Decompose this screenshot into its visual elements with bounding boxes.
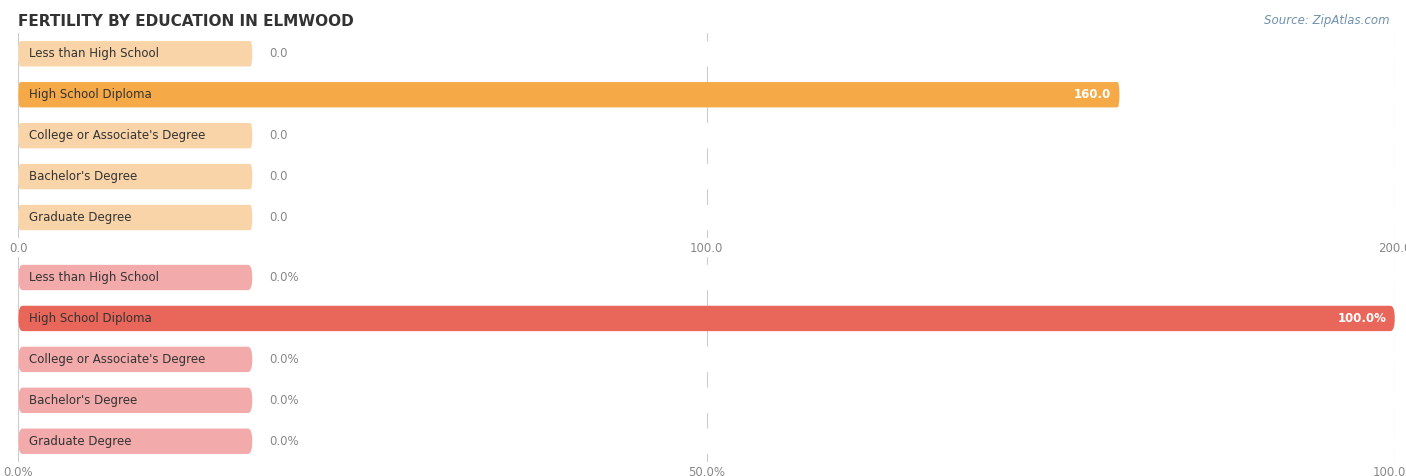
Text: High School Diploma: High School Diploma xyxy=(30,88,152,101)
Text: 0.0: 0.0 xyxy=(269,211,287,224)
FancyBboxPatch shape xyxy=(18,428,1395,454)
Text: 0.0%: 0.0% xyxy=(269,353,298,366)
FancyBboxPatch shape xyxy=(18,421,1395,462)
FancyBboxPatch shape xyxy=(18,197,1395,238)
Text: FERTILITY BY EDUCATION IN ELMWOOD: FERTILITY BY EDUCATION IN ELMWOOD xyxy=(18,14,354,30)
FancyBboxPatch shape xyxy=(18,164,252,189)
FancyBboxPatch shape xyxy=(18,257,1395,298)
Text: 0.0%: 0.0% xyxy=(269,394,298,407)
FancyBboxPatch shape xyxy=(18,205,1395,230)
Text: 0.0: 0.0 xyxy=(269,170,287,183)
Text: 0.0%: 0.0% xyxy=(269,271,298,284)
FancyBboxPatch shape xyxy=(18,156,1395,197)
Text: 160.0: 160.0 xyxy=(1074,88,1111,101)
Text: High School Diploma: High School Diploma xyxy=(30,312,152,325)
FancyBboxPatch shape xyxy=(18,33,1395,74)
FancyBboxPatch shape xyxy=(18,74,1395,115)
Text: Bachelor's Degree: Bachelor's Degree xyxy=(30,394,138,407)
Text: 0.0: 0.0 xyxy=(269,129,287,142)
Text: Source: ZipAtlas.com: Source: ZipAtlas.com xyxy=(1264,14,1389,27)
Text: 100.0%: 100.0% xyxy=(1337,312,1386,325)
Text: 0.0: 0.0 xyxy=(269,47,287,60)
Text: Bachelor's Degree: Bachelor's Degree xyxy=(30,170,138,183)
FancyBboxPatch shape xyxy=(18,164,1395,189)
Text: Graduate Degree: Graduate Degree xyxy=(30,435,132,448)
FancyBboxPatch shape xyxy=(18,41,1395,67)
FancyBboxPatch shape xyxy=(18,265,252,290)
FancyBboxPatch shape xyxy=(18,387,252,413)
FancyBboxPatch shape xyxy=(18,82,1119,108)
Text: 0.0%: 0.0% xyxy=(269,435,298,448)
FancyBboxPatch shape xyxy=(18,347,252,372)
Text: College or Associate's Degree: College or Associate's Degree xyxy=(30,353,205,366)
FancyBboxPatch shape xyxy=(18,339,1395,380)
Text: Less than High School: Less than High School xyxy=(30,47,159,60)
FancyBboxPatch shape xyxy=(18,428,252,454)
FancyBboxPatch shape xyxy=(18,123,252,149)
FancyBboxPatch shape xyxy=(18,205,252,230)
FancyBboxPatch shape xyxy=(18,306,1395,331)
FancyBboxPatch shape xyxy=(18,387,1395,413)
FancyBboxPatch shape xyxy=(18,298,1395,339)
Text: College or Associate's Degree: College or Associate's Degree xyxy=(30,129,205,142)
FancyBboxPatch shape xyxy=(18,123,1395,149)
FancyBboxPatch shape xyxy=(18,306,1395,331)
FancyBboxPatch shape xyxy=(18,115,1395,156)
FancyBboxPatch shape xyxy=(18,82,1395,108)
Text: Graduate Degree: Graduate Degree xyxy=(30,211,132,224)
FancyBboxPatch shape xyxy=(18,41,252,67)
FancyBboxPatch shape xyxy=(18,347,1395,372)
FancyBboxPatch shape xyxy=(18,265,1395,290)
Text: Less than High School: Less than High School xyxy=(30,271,159,284)
FancyBboxPatch shape xyxy=(18,380,1395,421)
